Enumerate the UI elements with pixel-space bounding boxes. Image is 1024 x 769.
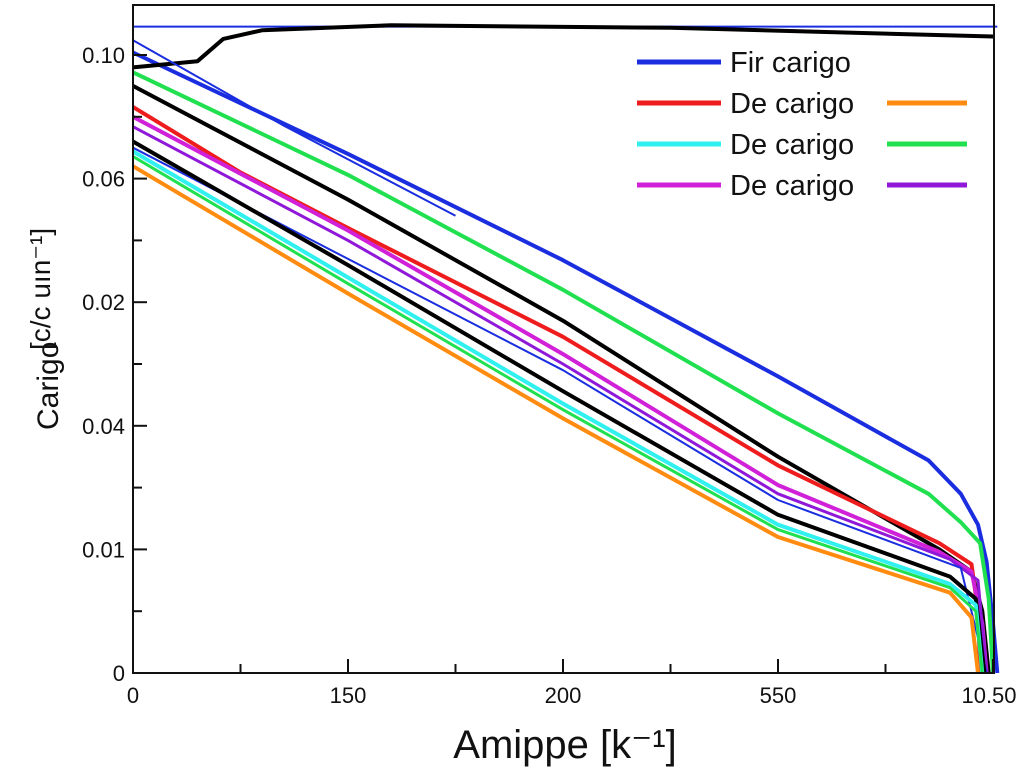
y-tick-label: 0.10 bbox=[82, 43, 125, 68]
y-tick-label: 0.01 bbox=[82, 537, 125, 562]
series-line-9 bbox=[132, 146, 988, 674]
x-tick-label: 550 bbox=[760, 683, 797, 708]
x-tick-label: 10.50 bbox=[961, 683, 1016, 708]
y-tick-label: 0.06 bbox=[82, 167, 125, 192]
series-line-2 bbox=[132, 23, 994, 70]
series-line-10 bbox=[132, 139, 987, 674]
series-line-13 bbox=[131, 164, 980, 674]
y-tick-label: 0 bbox=[113, 661, 125, 686]
y-tick-label: 0.02 bbox=[82, 290, 125, 315]
legend-label: Fir carigo bbox=[730, 47, 851, 79]
series-line-0 bbox=[132, 50, 1000, 674]
series-lines bbox=[131, 23, 1000, 674]
y-axis-unit: [c/c uın⁻¹] bbox=[25, 228, 56, 350]
series-line-8 bbox=[132, 39, 456, 217]
axis-ticks: 0 150 200 550 10.50 0 0.01 0.04 0.02 0.06 0.10 bbox=[82, 43, 1016, 708]
series-line-11 bbox=[131, 149, 985, 674]
x-tick-label: 150 bbox=[330, 683, 367, 708]
y-tick-label: 0.04 bbox=[82, 414, 125, 439]
x-tick-label: 0 bbox=[127, 683, 139, 708]
y-axis-label: Carigo bbox=[32, 342, 65, 430]
legend-label: De carigo bbox=[730, 170, 854, 202]
legend: Fir carigo De carigo De carigo De carigo bbox=[625, 40, 980, 212]
series-line-12 bbox=[132, 155, 984, 674]
x-axis-label: Amippe [k⁻¹] bbox=[453, 723, 676, 767]
series-line-3 bbox=[132, 70, 995, 674]
legend-label: De carigo bbox=[730, 129, 854, 161]
x-tick-label: 200 bbox=[545, 683, 582, 708]
legend-label: De carigo bbox=[730, 88, 854, 120]
series-line-7 bbox=[132, 125, 989, 674]
